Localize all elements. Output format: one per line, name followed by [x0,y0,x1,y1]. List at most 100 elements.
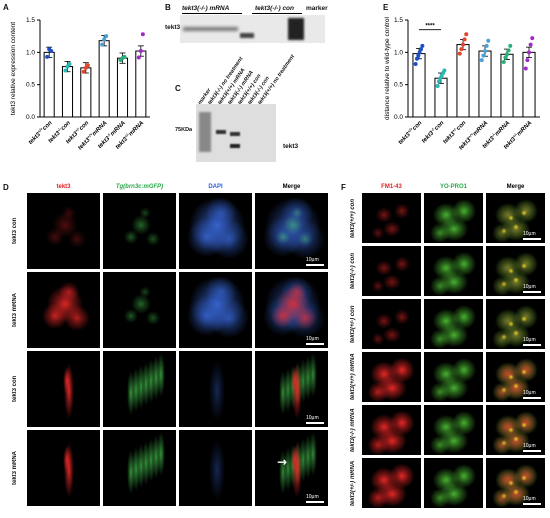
bar [98,40,110,118]
data-point [67,61,72,66]
scale-bar-label: 10μm [306,415,319,421]
panel-f-column-header: Merge [506,184,525,190]
panel-f-image [362,352,421,402]
panel-f-column-header: FM1-43 [381,184,402,190]
panel-d-image [27,272,100,348]
scale-bar [523,344,541,346]
y-tick-label: 1.0 [394,49,403,56]
panel-d-column-header: DAPI [208,184,223,190]
data-point [416,53,421,58]
panel-e-letter: E [383,3,389,12]
panel-f-image: 10μm [486,458,545,508]
y-axis-label: tekt3 relative expression content [10,22,17,115]
y-tick-label: 0.0 [26,114,35,121]
data-point [525,58,530,63]
panel-f-letter: F [341,183,346,192]
panel-c-band-label: tekt3 [283,143,299,150]
panel-f-image [424,299,483,349]
y-tick-label: 0.5 [394,82,403,89]
data-point [530,36,535,41]
data-point [481,53,486,58]
panel-f-image [362,246,421,296]
data-point [501,60,506,65]
panel-f-image [362,299,421,349]
panel-c-blot [196,104,276,162]
panel-d-image [179,272,252,348]
panel-d-column-header: tekt3 [56,184,71,190]
data-point [484,43,489,48]
data-point [483,49,487,54]
data-point [442,68,447,73]
panel-a-letter: A [3,3,9,12]
scale-bar-label: 10μm [306,336,319,342]
panel-d-image [179,351,252,427]
panel-d-image: 10μm [255,351,328,427]
data-point [459,47,464,52]
data-point [462,37,467,42]
panel-f-row-label: tekt3(+/+) mRNA [350,353,356,401]
data-point [505,52,509,57]
scale-bar-label: 10μm [523,337,536,343]
data-point [417,50,422,55]
panel-d-row-label: tekt3 con [12,217,18,245]
scale-bar [523,238,541,240]
scale-bar [306,501,324,503]
data-point [479,58,484,63]
panel-d-image [103,193,176,269]
data-point [508,43,513,48]
panel-d-image [27,351,100,427]
data-point [464,32,469,37]
data-point [138,49,143,54]
data-point [523,66,528,71]
panel-f-image [424,352,483,402]
panel-d-letter: D [3,183,9,192]
bar [43,51,55,118]
scale-bar [306,343,324,345]
y-tick-label: 1.5 [26,17,35,24]
data-point [140,32,145,37]
panel-c-lane-labels: marker tekt3(-/-) no treatment tekt3(+/+) … [197,52,330,108]
panel-f-image: 10μm [486,193,545,243]
arrow-icon: → [277,455,288,469]
panel-d-image: 10μm [255,193,328,269]
bar [135,50,147,118]
data-point [486,38,491,43]
panel-d-image: 10μm → [255,430,328,506]
significance-label: **** [425,24,435,30]
panel-b-gel [180,15,325,43]
scale-bar-label: 10μm [523,496,536,502]
panel-d-image [27,193,100,269]
panel-d-image [27,430,100,506]
panel-f-row-label: tekt3(+/-) mRNA [350,460,356,506]
bar [61,66,74,118]
scale-bar [306,422,324,424]
x-tick-label: tekt3+/+con [396,119,423,146]
data-point [81,69,86,74]
panel-b-header-mrna: tekt3(-/-) mRNA [182,5,230,12]
panel-d-row-label: tekt3 mRNA [12,293,18,328]
panel-f-image [424,458,483,508]
panel-f-column-header: YO-PRO1 [439,184,467,190]
panel-c-kda-label: 75KDa [175,127,193,133]
panel-d-column-header: Merge [282,184,301,190]
data-point [503,55,508,60]
panel-d-image [103,351,176,427]
panel-f-image [424,193,483,243]
scale-bar [523,450,541,452]
bar [80,67,92,118]
bar [434,77,448,118]
panel-d-image [103,272,176,348]
panel-f-row-label: tekt3(+/+) con [350,198,356,238]
panel-d-row-label: tekt3 con [12,375,18,403]
panel-d-image [103,430,176,506]
data-point [85,63,90,68]
scale-bar-label: 10μm [523,443,536,449]
data-point [136,55,141,60]
data-point [435,83,440,88]
y-tick-label: 0.0 [394,114,403,121]
scale-bar [523,291,541,293]
panel-f-image: 10μm [486,405,545,455]
data-point [414,56,419,61]
scale-bar [523,397,541,399]
data-point [419,47,424,52]
